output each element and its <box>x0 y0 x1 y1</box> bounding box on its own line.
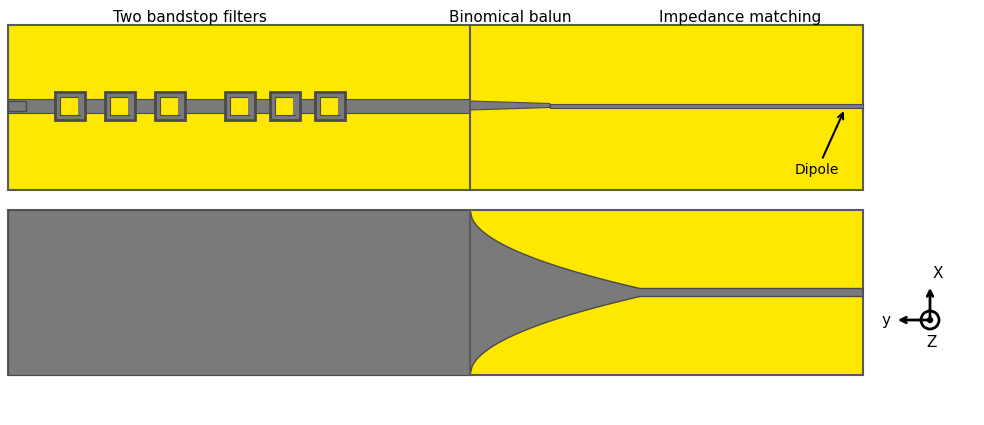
Bar <box>320 96 340 114</box>
Bar <box>230 96 250 114</box>
Text: y: y <box>881 312 890 328</box>
Bar <box>8 210 470 375</box>
Circle shape <box>928 317 933 323</box>
Text: Impedance matching: Impedance matching <box>659 10 821 25</box>
Bar <box>8 99 470 113</box>
Bar <box>550 104 863 108</box>
Bar <box>8 210 863 375</box>
Bar <box>155 91 185 119</box>
Bar <box>178 96 182 114</box>
Bar <box>315 91 345 119</box>
Text: Z: Z <box>927 335 937 350</box>
Bar <box>338 96 342 114</box>
Bar <box>160 96 180 114</box>
Bar <box>8 100 26 110</box>
Bar <box>275 96 295 114</box>
Bar <box>128 96 132 114</box>
Bar <box>248 96 252 114</box>
Text: Two bandstop filters: Two bandstop filters <box>113 10 267 25</box>
Bar <box>270 91 300 119</box>
Bar <box>105 91 135 119</box>
Bar <box>225 91 255 119</box>
Bar <box>78 96 82 114</box>
Bar <box>293 96 297 114</box>
Bar <box>60 96 80 114</box>
Bar <box>8 25 863 190</box>
Bar <box>55 91 85 119</box>
Text: Dipole: Dipole <box>795 113 843 177</box>
Bar <box>110 96 130 114</box>
Text: Binomical balun: Binomical balun <box>449 10 572 25</box>
Polygon shape <box>470 101 550 110</box>
Text: X: X <box>933 266 944 281</box>
Polygon shape <box>470 210 863 375</box>
